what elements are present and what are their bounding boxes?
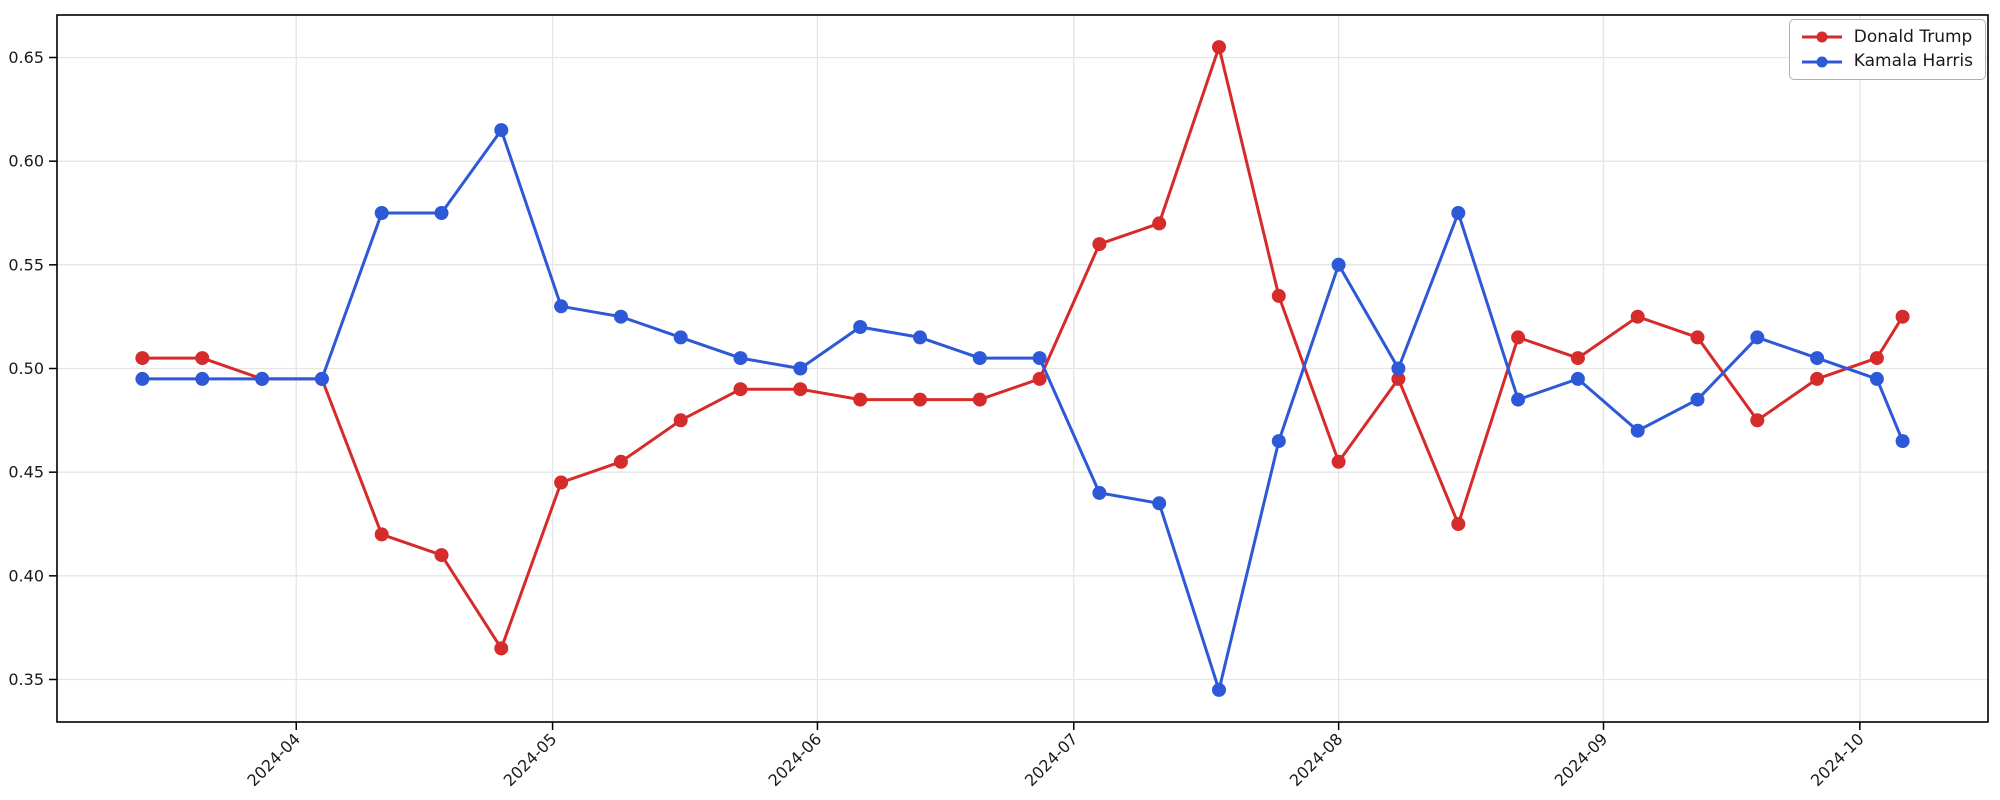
x-tick-label: 2024-05: [500, 729, 561, 790]
x-tick-label: 2024-04: [243, 729, 304, 790]
x-tick-label: 2024-07: [1021, 729, 1082, 790]
data-point-donald-trump: [1750, 413, 1765, 428]
y-tick-label: 0.65: [8, 48, 44, 67]
data-point-donald-trump: [913, 392, 927, 407]
y-tick-label: 0.50: [8, 359, 44, 378]
data-point-donald-trump: [1511, 330, 1526, 345]
data-point-donald-trump: [374, 527, 389, 542]
data-point-kamala-harris: [1690, 392, 1705, 407]
legend-label-kamala-harris: Kamala Harris: [1853, 51, 1973, 72]
data-point-kamala-harris: [434, 206, 449, 220]
data-point-donald-trump: [1391, 371, 1406, 386]
y-tick-label: 0.60: [8, 152, 44, 171]
data-point-donald-trump: [1690, 330, 1705, 345]
legend-entry-kamala-harris: Kamala Harris: [1800, 51, 1973, 71]
x-tick-label: 2024-08: [1286, 729, 1347, 790]
data-point-donald-trump: [1032, 371, 1047, 386]
data-point-kamala-harris: [1570, 371, 1585, 386]
y-tick-label: 0.40: [8, 566, 44, 585]
series-line-donald-trump: [140, 45, 1905, 650]
harris-line-marker-icon: [1801, 56, 1842, 68]
data-point-donald-trump: [733, 382, 748, 397]
data-point-kamala-harris: [733, 351, 748, 366]
data-point-donald-trump: [434, 548, 449, 563]
data-point-kamala-harris: [972, 351, 987, 366]
y-tick-label: 0.45: [8, 463, 44, 482]
data-point-donald-trump: [1152, 216, 1167, 231]
x-tick-label: 2024-09: [1551, 729, 1612, 790]
legend-label-donald-trump: Donald Trump: [1853, 27, 1973, 47]
data-point-kamala-harris: [314, 371, 329, 386]
data-point-donald-trump: [1092, 237, 1107, 252]
data-point-kamala-harris: [554, 299, 569, 314]
data-point-donald-trump: [853, 392, 868, 407]
chart-legend: Donald Trump Kamala Harris: [1788, 19, 1986, 80]
data-point-kamala-harris: [374, 206, 389, 220]
x-tick-label: 2024-10: [1807, 729, 1868, 790]
data-point-kamala-harris: [913, 330, 927, 345]
data-point-kamala-harris: [793, 361, 808, 376]
data-point-donald-trump: [1451, 517, 1466, 531]
data-point-donald-trump: [1570, 351, 1585, 366]
data-point-kamala-harris: [1331, 257, 1346, 272]
data-point-kamala-harris: [1391, 361, 1406, 376]
data-point-donald-trump: [793, 382, 808, 397]
data-point-kamala-harris: [1869, 371, 1884, 386]
data-point-kamala-harris: [1271, 434, 1286, 449]
data-point-donald-trump: [135, 351, 150, 366]
data-point-kamala-harris: [1152, 496, 1167, 511]
data-point-kamala-harris: [1092, 485, 1107, 500]
data-point-donald-trump: [1630, 309, 1645, 324]
data-point-donald-trump: [1895, 309, 1910, 324]
data-point-donald-trump: [1271, 288, 1286, 303]
data-point-donald-trump: [195, 351, 210, 366]
data-point-donald-trump: [1212, 40, 1226, 55]
data-point-kamala-harris: [1750, 330, 1765, 345]
data-point-kamala-harris: [1630, 423, 1645, 438]
data-point-donald-trump: [673, 413, 688, 428]
data-point-kamala-harris: [1212, 682, 1226, 697]
series-line-kamala-harris: [140, 128, 1905, 692]
data-point-donald-trump: [972, 392, 987, 407]
data-point-donald-trump: [494, 641, 509, 656]
data-point-kamala-harris: [673, 330, 688, 345]
data-point-kamala-harris: [1810, 351, 1825, 366]
data-point-kamala-harris: [1511, 392, 1526, 407]
data-point-donald-trump: [554, 475, 569, 490]
data-point-donald-trump: [613, 454, 628, 469]
y-tick-label: 0.35: [8, 670, 44, 689]
data-point-kamala-harris: [1895, 434, 1910, 449]
data-point-kamala-harris: [613, 309, 628, 324]
data-point-donald-trump: [1869, 351, 1884, 366]
data-point-kamala-harris: [1451, 206, 1466, 220]
data-point-kamala-harris: [195, 371, 210, 386]
data-point-donald-trump: [1810, 371, 1825, 386]
data-point-kamala-harris: [1032, 351, 1047, 366]
data-point-kamala-harris: [135, 371, 150, 386]
data-point-kamala-harris: [255, 371, 270, 386]
data-point-kamala-harris: [494, 123, 509, 138]
data-point-kamala-harris: [853, 320, 868, 334]
legend-entry-donald-trump: Donald Trump: [1800, 27, 1973, 47]
trump-line-marker-icon: [1801, 31, 1842, 43]
y-tick-label: 0.55: [8, 255, 44, 274]
x-tick-label: 2024-06: [765, 729, 826, 790]
data-point-donald-trump: [1331, 454, 1346, 469]
